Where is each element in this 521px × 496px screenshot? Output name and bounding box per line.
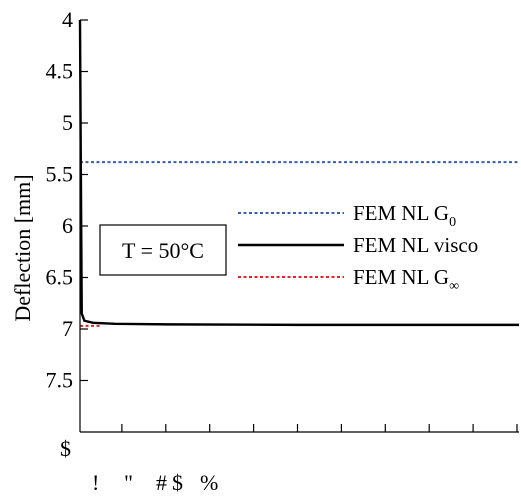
annotation-frame [99, 224, 227, 276]
legend-label-subscript: ∞ [449, 279, 459, 294]
x-tick-glyph: ! [92, 470, 99, 495]
y-tick-label: 6.5 [46, 265, 74, 290]
legend-label-name: FEM NL visco [353, 233, 478, 257]
x-tick-glyphs: ! " # $% [92, 470, 218, 495]
x-tick-glyph: % [200, 470, 218, 495]
legend-label-0: FEM NL G0 [353, 201, 456, 230]
y-tick-label: 7.5 [46, 368, 74, 393]
series-layer [78, 19, 519, 327]
series-line-1 [78, 19, 519, 327]
annotation-box: T = 50°C [99, 224, 227, 276]
legend-label-name: FEM NL G [353, 201, 449, 225]
legend-label-subscript: 0 [449, 215, 456, 230]
x-axis-glyph: $ [60, 436, 71, 461]
y-tick-label: 4 [62, 7, 73, 32]
x-tick-glyph: $ [172, 470, 183, 495]
y-tick-label: 4.5 [46, 59, 74, 84]
y-tick-label: 6 [62, 213, 73, 238]
legend-label-1: FEM NL visco [353, 233, 478, 257]
axis-layer: 4 4.5 5 5.5 6 6.5 7 7.5 [46, 7, 519, 433]
annotation-text: T = 50°C [122, 238, 204, 263]
legend-label-name: FEM NL G [353, 265, 449, 289]
y-tick-label: 5 [62, 110, 73, 135]
y-tick-label: 5.5 [46, 162, 74, 187]
legend-label-2: FEM NL G∞ [353, 265, 459, 294]
x-tick-glyph: " [124, 470, 133, 495]
y-tick-label: 7 [62, 316, 73, 341]
x-tick-glyph: # [156, 470, 167, 495]
y-axis-title: Deflection [mm] [10, 174, 35, 321]
